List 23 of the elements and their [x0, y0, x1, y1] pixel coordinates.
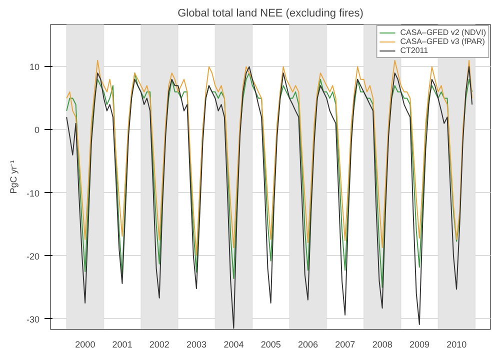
x-tick-label: 2003 — [186, 340, 207, 350]
y-axis-title: PgC yr⁻¹ — [8, 160, 18, 194]
x-tick-label: 2002 — [149, 340, 170, 350]
x-tick-label: 2001 — [112, 340, 132, 350]
x-tick-label: 2004 — [224, 340, 244, 350]
y-tick-label: -20 — [26, 251, 40, 262]
x-tick-label: 2006 — [298, 340, 318, 350]
line-series — [66, 60, 473, 256]
legend-label: CT2011 — [400, 46, 428, 55]
y-tick-label: -30 — [26, 314, 40, 324]
x-tick-label: 2000 — [75, 340, 96, 350]
x-tick-label: 2007 — [335, 340, 356, 350]
line-series — [66, 66, 473, 329]
x-tick-label: 2005 — [260, 340, 281, 350]
chart-title: Global total land NEE (excluding fires) — [178, 8, 364, 20]
y-tick-label: -10 — [26, 188, 40, 198]
x-tick-label: 2008 — [372, 340, 392, 350]
x-tick-label: 2009 — [409, 340, 430, 350]
y-tick-label: 10 — [29, 62, 40, 72]
y-tick-label: 0 — [34, 125, 40, 136]
legend-label: CASA–GFED v2 (NDVI) — [400, 28, 486, 37]
x-tick-label: 2010 — [446, 340, 467, 350]
legend-label: CASA–GFED v3 (fPAR) — [400, 37, 485, 46]
